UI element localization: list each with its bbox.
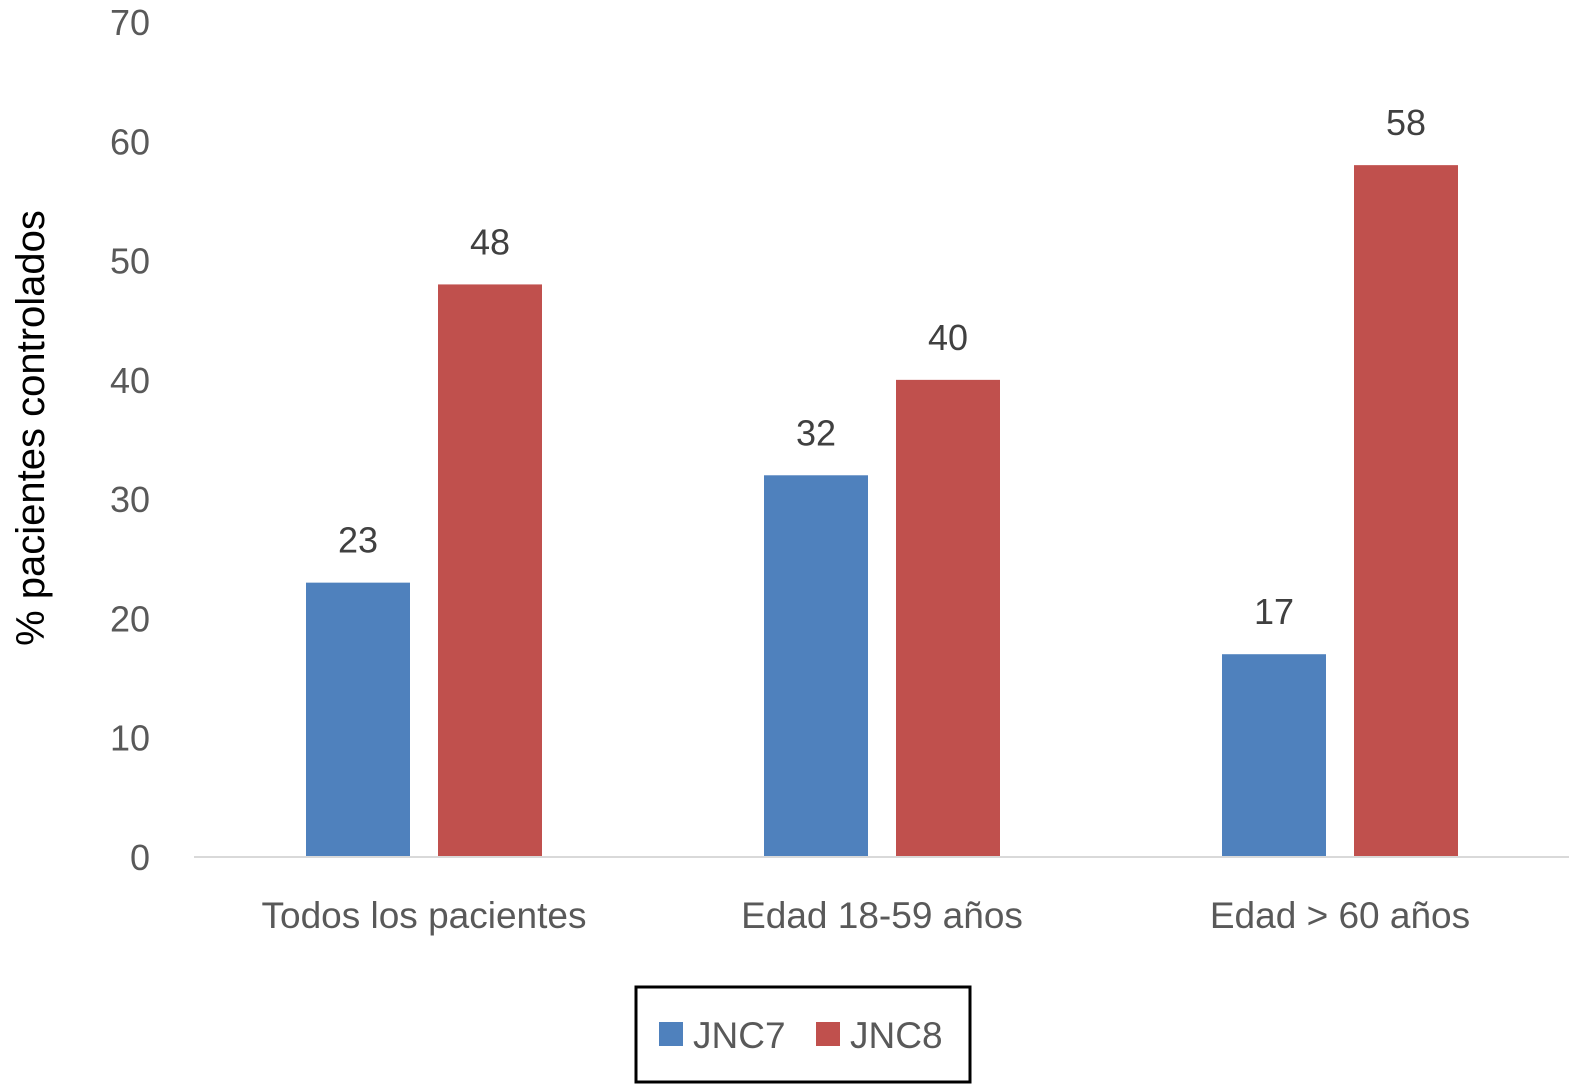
data-label-jnc8-3: 58	[1386, 102, 1426, 143]
data-labels: 23 32 17 48 40 58	[338, 102, 1426, 632]
x-category-label: Todos los pacientes	[262, 895, 587, 936]
bar-jnc8-3	[1354, 165, 1458, 858]
legend-box	[634, 985, 972, 1084]
x-axis-category-labels: Todos los pacientes Edad 18-59 años Edad >…	[262, 895, 1471, 936]
data-label-jnc8-2: 40	[928, 317, 968, 358]
data-label-jnc7-2: 32	[796, 412, 836, 453]
y-tick-label: 50	[110, 241, 150, 282]
y-tick-label: 60	[110, 121, 150, 162]
bar-jnc7-1	[306, 582, 410, 857]
y-tick-label: 40	[110, 360, 150, 401]
bar-jnc8-1	[438, 284, 542, 857]
legend-label-jnc7: JNC7	[693, 1015, 786, 1056]
x-category-label: Edad > 60 años	[1210, 895, 1470, 936]
legend-swatch-jnc8	[816, 1022, 840, 1046]
y-tick-label: 20	[110, 598, 150, 639]
y-axis-title: % pacientes controlados	[9, 210, 53, 646]
bar-jnc8-2	[896, 379, 1000, 857]
bar-jnc7-2	[764, 475, 868, 857]
data-label-jnc8-1: 48	[470, 221, 510, 262]
legend: JNC7 JNC8	[634, 985, 972, 1084]
y-tick-label: 30	[110, 479, 150, 520]
legend-swatch-jnc7	[659, 1022, 683, 1046]
y-tick-label: 10	[110, 718, 150, 759]
x-category-label: Edad 18-59 años	[741, 895, 1023, 936]
data-label-jnc7-3: 17	[1254, 591, 1294, 632]
bars	[306, 165, 1458, 858]
data-label-jnc7-1: 23	[338, 520, 378, 561]
y-tick-label: 70	[110, 2, 150, 43]
bar-jnc7-3	[1222, 654, 1326, 857]
y-axis-ticks: 0 10 20 30 40 50 60 70	[110, 2, 150, 878]
legend-label-jnc8: JNC8	[850, 1015, 943, 1056]
y-tick-label: 0	[130, 837, 150, 878]
